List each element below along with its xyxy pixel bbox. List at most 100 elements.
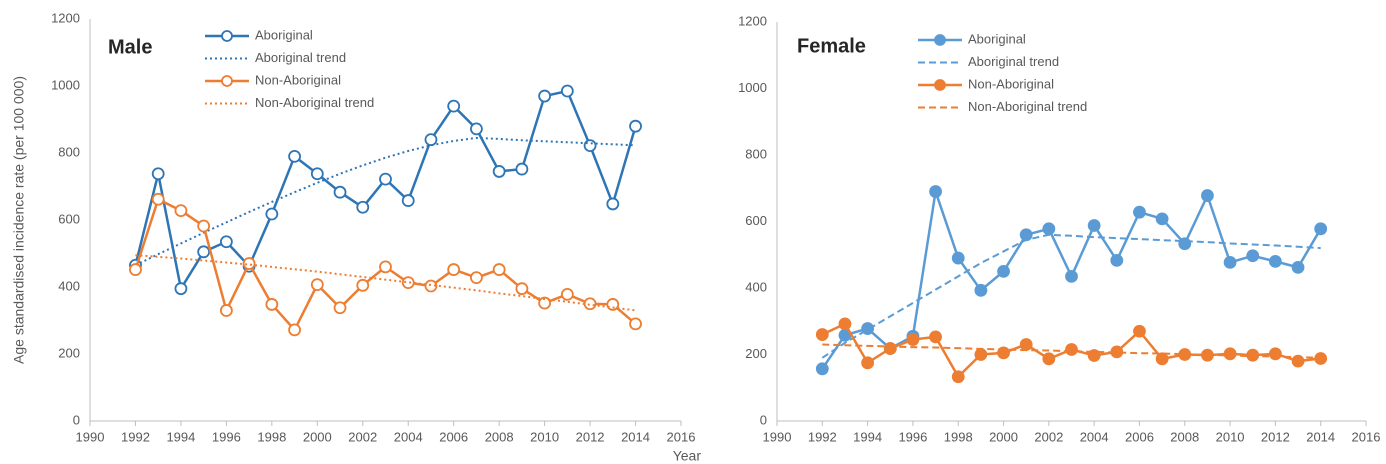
legend-marker: [221, 75, 233, 87]
y-tick-label: 1200: [738, 13, 767, 28]
data-point: [310, 278, 324, 292]
legend-label: Non-Aboriginal trend: [968, 99, 1087, 114]
data-point: [1133, 324, 1146, 338]
data-point: [151, 192, 165, 206]
legend-label: Non-Aboriginal trend: [255, 95, 374, 110]
data-point: [401, 194, 415, 207]
x-tick-label: 1998: [257, 429, 286, 444]
x-tick-label: 2000: [989, 429, 1018, 444]
y-tick-label: 600: [58, 211, 80, 226]
data-point: [174, 282, 188, 296]
series-line: [135, 136, 636, 267]
x-tick-label: 2014: [1306, 429, 1335, 444]
series-line: [821, 233, 1321, 359]
panel-title: Male: [108, 36, 152, 58]
data-point: [538, 296, 552, 310]
data-point: [447, 263, 461, 276]
y-tick-label: 800: [58, 144, 80, 159]
x-tick-label: 1998: [944, 429, 973, 444]
panel-title: Female: [797, 35, 866, 57]
legend-label: Aboriginal trend: [255, 50, 346, 65]
x-tick-label: 1990: [763, 429, 792, 444]
data-point: [174, 204, 188, 218]
data-point: [629, 317, 642, 331]
data-point: [1110, 254, 1124, 267]
data-point: [288, 149, 301, 163]
data-point: [515, 282, 529, 296]
x-tick-label: 2004: [1080, 429, 1109, 444]
data-point: [815, 328, 829, 341]
data-point: [1268, 254, 1282, 268]
data-point: [470, 271, 483, 285]
data-point: [606, 298, 620, 311]
x-tick-label: 2008: [1170, 429, 1199, 444]
data-point: [492, 263, 506, 276]
y-tick-label: 600: [745, 213, 767, 228]
y-tick-label: 0: [73, 412, 80, 427]
data-point: [1133, 205, 1146, 219]
y-axis-label: Age standardised incidence rate (per 100…: [11, 76, 27, 364]
data-point: [129, 263, 142, 276]
series-line: [134, 89, 637, 293]
x-tick-label: 2016: [667, 429, 696, 444]
data-point: [1223, 255, 1237, 269]
data-point: [606, 197, 620, 211]
x-tick-label: 1994: [853, 429, 882, 444]
legend-label: Non-Aboriginal: [968, 76, 1054, 91]
y-tick-label: 1000: [51, 77, 80, 92]
data-point: [1019, 228, 1033, 242]
legend-label: Non-Aboriginal: [255, 72, 341, 87]
y-tick-label: 200: [745, 346, 767, 361]
data-point: [197, 219, 211, 233]
data-point: [838, 317, 852, 331]
data-point: [379, 172, 392, 186]
x-tick-label: 2002: [348, 429, 377, 444]
data-point: [861, 356, 875, 370]
data-point: [197, 245, 211, 259]
data-point: [265, 298, 279, 311]
data-point: [492, 165, 506, 178]
data-point: [951, 370, 965, 384]
data-point: [929, 185, 942, 198]
data-point: [424, 279, 438, 293]
x-axis-label: Year: [673, 448, 702, 464]
data-point: [1042, 352, 1056, 366]
x-tick-label: 1992: [121, 429, 150, 444]
data-point: [515, 162, 529, 176]
data-point: [997, 264, 1010, 278]
data-point: [310, 167, 324, 181]
data-point: [219, 304, 233, 317]
data-point: [1065, 343, 1078, 356]
data-point: [974, 348, 988, 361]
x-tick-label: 2012: [1261, 429, 1290, 444]
x-tick-label: 1990: [76, 429, 105, 444]
data-point: [883, 342, 897, 355]
legend-label: Aboriginal: [255, 27, 313, 42]
x-tick-label: 2006: [439, 429, 468, 444]
series-line: [135, 254, 636, 312]
x-tick-label: 1996: [212, 429, 241, 444]
data-point: [424, 133, 438, 147]
data-point: [906, 333, 920, 346]
x-tick-label: 2000: [303, 429, 332, 444]
data-point: [1042, 222, 1056, 236]
data-point: [1291, 354, 1305, 368]
data-point: [219, 235, 233, 249]
x-tick-label: 2014: [621, 429, 650, 444]
y-tick-label: 200: [58, 345, 80, 360]
legend-marker: [934, 34, 946, 46]
y-tick-label: 400: [745, 279, 767, 294]
data-point: [583, 297, 597, 311]
data-point: [583, 139, 597, 153]
y-tick-label: 1000: [738, 80, 767, 95]
data-point: [1065, 269, 1078, 283]
data-point: [1291, 260, 1305, 274]
data-point: [265, 207, 279, 221]
y-tick-label: 0: [760, 412, 767, 427]
data-point: [1155, 212, 1169, 226]
data-point: [560, 287, 574, 301]
x-tick-label: 1992: [808, 429, 837, 444]
data-point: [151, 167, 165, 181]
x-tick-label: 2010: [530, 429, 559, 444]
x-tick-label: 1994: [166, 429, 195, 444]
